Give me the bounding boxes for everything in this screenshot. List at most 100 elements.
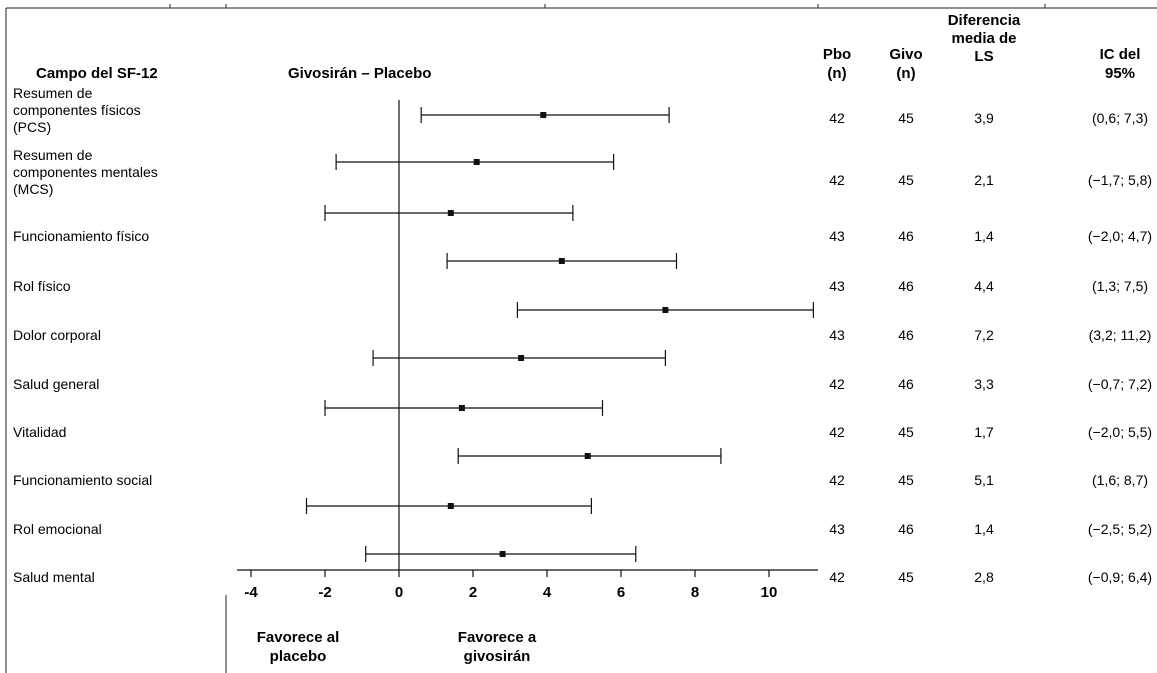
diff-cell: 3,3 xyxy=(974,376,994,392)
favors-placebo-label: Favorece al xyxy=(257,629,340,646)
diff-cell: 2,1 xyxy=(974,172,994,188)
point-estimate xyxy=(540,112,547,118)
diff-header-line: media de xyxy=(951,30,1016,47)
ci-header-line: IC del xyxy=(1100,46,1141,63)
ci-cell: (1,3; 7,5) xyxy=(1092,278,1148,294)
diff-cell: 7,2 xyxy=(974,327,994,343)
row-label: componentes mentales xyxy=(13,164,158,180)
ci-cell: (−2,5; 5,2) xyxy=(1088,521,1152,537)
row-label: Rol emocional xyxy=(13,521,102,537)
x-tick-label: -4 xyxy=(244,584,258,601)
table-row: Funcionamiento social 42 45 5,1 (1,6; 8,7) xyxy=(13,448,1148,488)
x-axis: -4 -2 0 2 4 6 8 10 xyxy=(237,569,818,601)
table-row: Funcionamiento físico 43 46 1,4 (−2,0; 4,7) xyxy=(13,205,1152,244)
pbo-header-line: (n) xyxy=(827,65,846,82)
diff-cell: 2,8 xyxy=(974,569,994,585)
diff-cell: 1,7 xyxy=(974,424,994,440)
point-estimate xyxy=(584,453,591,459)
row-label: Funcionamiento físico xyxy=(13,228,149,244)
row-label: Resumen de xyxy=(13,85,93,101)
pbo-column-header: Pbo (n) xyxy=(823,46,851,82)
givo-cell: 46 xyxy=(898,327,914,343)
givo-cell: 45 xyxy=(898,110,914,126)
chart-title: Givosirán – Placebo xyxy=(288,65,431,82)
ci-cell: (−2,0; 4,7) xyxy=(1088,228,1152,244)
favors-givosiran-label: Favorece a xyxy=(458,629,537,646)
favors-givosiran-label: givosirán xyxy=(464,648,531,665)
table-row: Dolor corporal 43 46 7,2 (3,2; 11,2) xyxy=(13,302,1151,343)
diff-cell: 5,1 xyxy=(974,472,994,488)
row-label: Salud mental xyxy=(13,569,95,585)
row-label: componentes físicos xyxy=(13,102,141,118)
table-row: Rol emocional 43 46 1,4 (−2,5; 5,2) xyxy=(13,498,1152,537)
ci-cell: (−0,7; 7,2) xyxy=(1088,376,1152,392)
row-label: (PCS) xyxy=(13,119,51,135)
givo-cell: 45 xyxy=(898,569,914,585)
givo-cell: 46 xyxy=(898,376,914,392)
row-label: Salud general xyxy=(13,376,99,392)
point-estimate xyxy=(558,258,565,264)
favors-labels: Favorece al placebo Favorece a givosirán xyxy=(257,629,537,665)
givo-column-header: Givo (n) xyxy=(889,46,922,82)
givo-cell: 46 xyxy=(898,278,914,294)
givo-cell: 46 xyxy=(898,228,914,244)
pbo-cell: 42 xyxy=(829,110,845,126)
diff-cell: 4,4 xyxy=(974,278,994,294)
pbo-cell: 43 xyxy=(829,327,845,343)
row-label: (MCS) xyxy=(13,181,53,197)
givo-cell: 45 xyxy=(898,172,914,188)
diff-cell: 1,4 xyxy=(974,228,994,244)
point-estimate xyxy=(499,551,506,557)
pbo-cell: 42 xyxy=(829,172,845,188)
point-estimate xyxy=(662,307,669,313)
ci-cell: (−2,0; 5,5) xyxy=(1088,424,1152,440)
x-tick-label: 10 xyxy=(761,584,778,601)
table-row: Salud general 42 46 3,3 (−0,7; 7,2) xyxy=(13,350,1152,392)
row-label: Vitalidad xyxy=(13,424,66,440)
x-tick-label: 2 xyxy=(469,584,477,601)
x-tick-label: 8 xyxy=(691,584,699,601)
givo-cell: 45 xyxy=(898,424,914,440)
pbo-cell: 42 xyxy=(829,472,845,488)
diff-header-line: Diferencia xyxy=(948,12,1021,29)
givo-header-line: (n) xyxy=(896,65,915,82)
x-tick-label: 0 xyxy=(395,584,403,601)
x-tick-label: -2 xyxy=(318,584,331,601)
row-label: Rol físico xyxy=(13,278,71,294)
diff-cell: 3,9 xyxy=(974,110,994,126)
ci-cell: (−1,7; 5,8) xyxy=(1088,172,1152,188)
table-row: Vitalidad 42 45 1,7 (−2,0; 5,5) xyxy=(13,400,1152,440)
givo-header-line: Givo xyxy=(889,46,922,63)
point-estimate xyxy=(518,355,525,361)
favors-placebo-label: placebo xyxy=(270,648,327,665)
ci-cell: (−0,9; 6,4) xyxy=(1088,569,1152,585)
diff-header-line: LS xyxy=(974,48,993,65)
ci-cell: (1,6; 8,7) xyxy=(1092,472,1148,488)
ci-column-header: IC del 95% xyxy=(1100,46,1141,82)
ci-cell: (0,6; 7,3) xyxy=(1092,110,1148,126)
table-row: Salud mental 42 45 2,8 (−0,9; 6,4) xyxy=(13,546,1152,585)
ci-cell: (3,2; 11,2) xyxy=(1089,327,1152,343)
givo-cell: 46 xyxy=(898,521,914,537)
x-tick-label: 4 xyxy=(543,584,552,601)
point-estimate xyxy=(473,159,480,165)
pbo-cell: 42 xyxy=(829,569,845,585)
row-label: Resumen de xyxy=(13,147,93,163)
givo-cell: 45 xyxy=(898,472,914,488)
label-column-header: Campo del SF-12 xyxy=(36,65,158,82)
point-estimate xyxy=(458,405,465,411)
pbo-cell: 43 xyxy=(829,228,845,244)
pbo-cell: 43 xyxy=(829,521,845,537)
table-row: Rol físico 43 46 4,4 (1,3; 7,5) xyxy=(13,253,1148,294)
pbo-cell: 43 xyxy=(829,278,845,294)
row-label: Dolor corporal xyxy=(13,327,101,343)
point-estimate xyxy=(447,210,454,216)
ci-header-line: 95% xyxy=(1105,65,1135,82)
pbo-cell: 42 xyxy=(829,424,845,440)
x-tick-label: 6 xyxy=(617,584,625,601)
pbo-cell: 42 xyxy=(829,376,845,392)
